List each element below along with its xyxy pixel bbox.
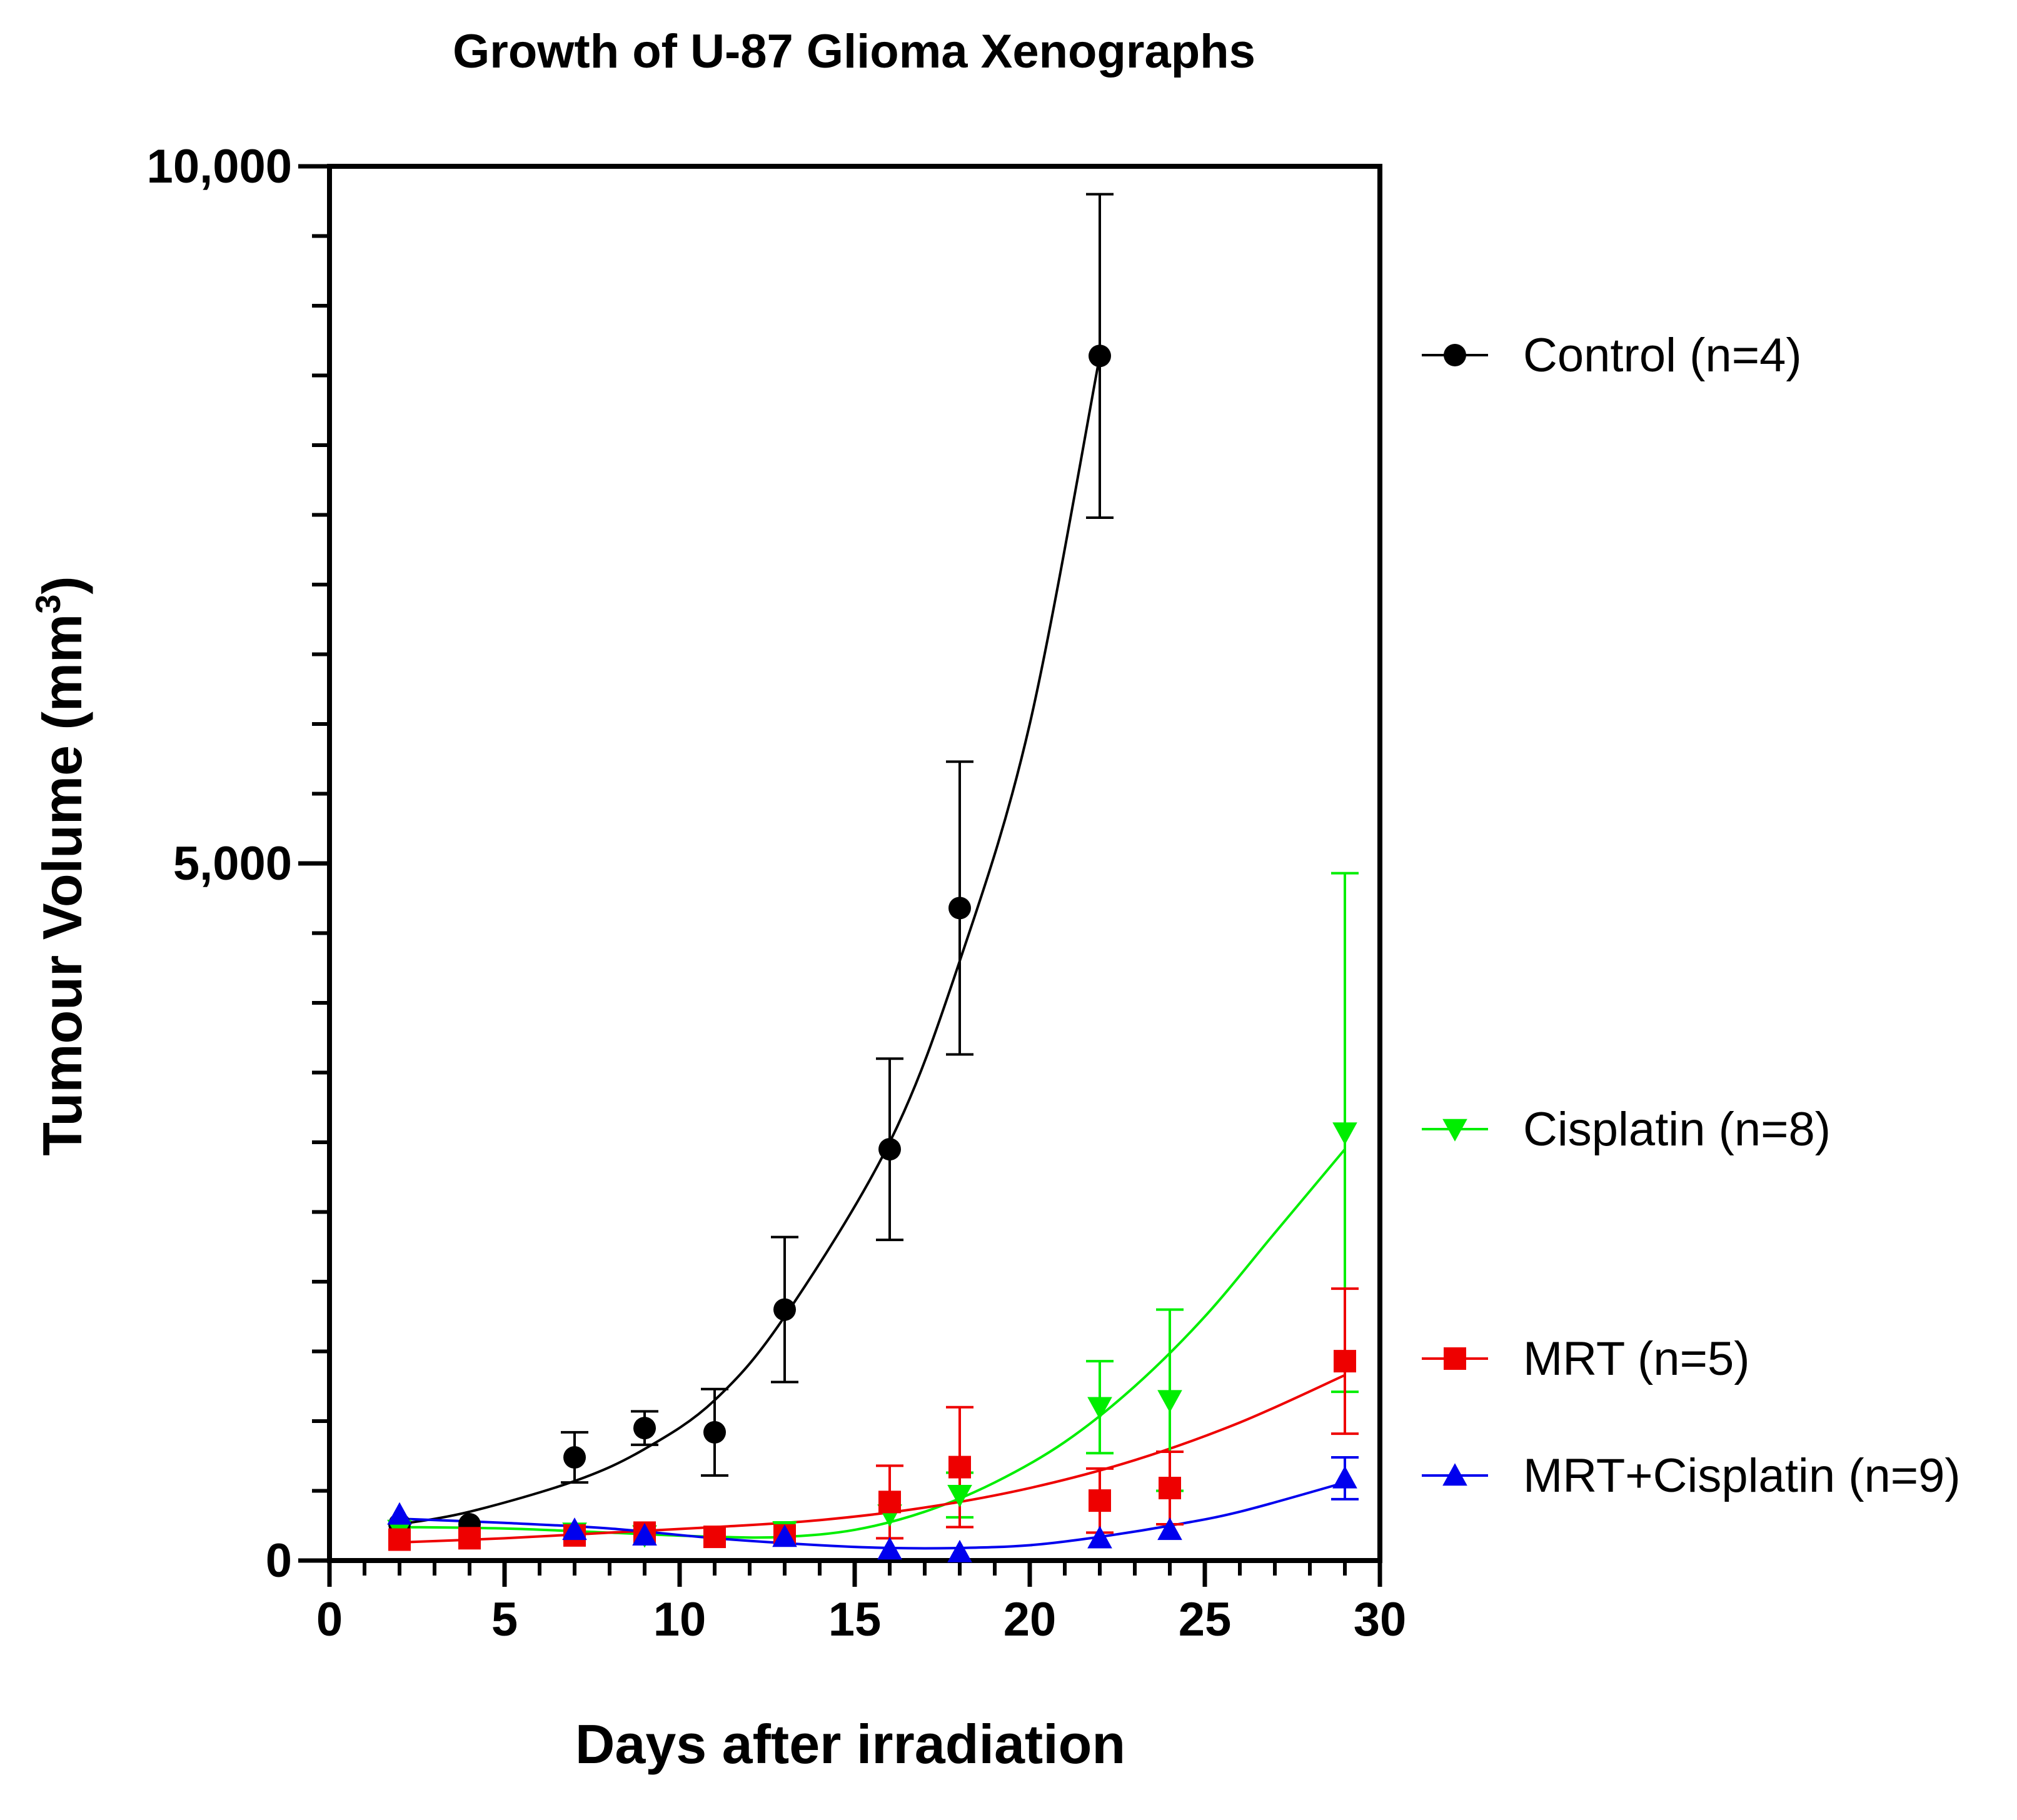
fit-curves [399,355,1346,1550]
x-tick-label: 20 [1003,1593,1057,1646]
legend-label: MRT+Cisplatin (n=9) [1523,1449,1961,1502]
data-markers [387,344,1357,1562]
data-point-mrt-n-5 [458,1527,481,1550]
data-point-mrt-cisplatin-n-9 [1087,1526,1112,1549]
legend: Control (n=4) Cisplatin (n=8) MRT (n=5) MRT… [1422,329,1961,1502]
data-point-mrt-n-5 [878,1491,901,1514]
y-tick-label: 0 [266,1534,292,1587]
data-point-mrt-cisplatin-n-9 [772,1524,797,1547]
chart-title: Growth of U-87 Glioma Xenographs [453,25,1255,78]
data-point-mrt-cisplatin-n-9 [387,1502,412,1525]
y-axis-label-close: ) [31,576,93,594]
data-point-control-n-4 [1089,344,1111,368]
y-axis-label-superscript: 3 [28,595,68,614]
x-tick-label: 15 [828,1593,882,1646]
fit-curve-cisplatin-n-8 [399,1148,1346,1539]
data-point-control-n-4 [563,1445,586,1469]
y-axis-label-main: Tumour Volume (mm [31,614,93,1156]
data-point-control-n-4 [633,1417,656,1440]
data-point-cisplatin-n-8 [1087,1397,1112,1420]
error-bars [561,193,1359,1540]
x-tick-label: 10 [653,1593,707,1646]
legend-marker [1444,344,1466,366]
data-point-mrt-n-5 [1159,1477,1181,1500]
legend-entry-cisplatin-n-8: Cisplatin (n=8) [1422,1103,1831,1156]
data-point-mrt-n-5 [1089,1489,1111,1512]
data-point-cisplatin-n-8 [1332,1122,1357,1145]
y-tick-label: 5,000 [173,837,292,890]
fit-curve-control-n-4 [399,355,1101,1526]
data-point-mrt-cisplatin-n-9 [562,1517,587,1541]
data-point-mrt-n-5 [703,1526,726,1549]
axes: 0 5 10 15 20 25 30 0 5,000 10,000 [147,140,1407,1646]
legend-marker [1444,1347,1466,1370]
x-tick-label: 25 [1179,1593,1232,1646]
plot-frame [327,164,1382,1563]
y-tick-label: 10,000 [147,140,292,193]
legend-entry-mrt-n-5: MRT (n=5) [1422,1332,1750,1385]
data-point-mrt-cisplatin-n-9 [947,1539,972,1562]
data-point-mrt-cisplatin-n-9 [632,1523,657,1546]
data-point-mrt-cisplatin-n-9 [1157,1517,1182,1541]
data-point-mrt-n-5 [388,1528,411,1551]
y-axis-label: Tumour Volume (mm3) [28,576,93,1155]
x-tick-label: 0 [316,1593,343,1646]
x-tick-label: 30 [1354,1593,1407,1646]
legend-entry-mrt-cisplatin-n-9: MRT+Cisplatin (n=9) [1422,1449,1961,1502]
data-point-control-n-4 [773,1298,796,1321]
data-point-control-n-4 [878,1138,901,1161]
legend-label: MRT (n=5) [1523,1332,1750,1385]
data-point-mrt-n-5 [1334,1350,1356,1373]
legend-marker [1442,1119,1467,1142]
data-point-control-n-4 [703,1420,726,1444]
data-point-mrt-n-5 [948,1455,971,1479]
x-tick-label: 5 [491,1593,518,1646]
data-point-mrt-cisplatin-n-9 [1332,1466,1357,1489]
data-point-cisplatin-n-8 [1157,1390,1182,1413]
legend-label: Cisplatin (n=8) [1523,1103,1831,1156]
legend-label: Control (n=4) [1523,329,1802,382]
legend-marker [1442,1463,1467,1486]
legend-entry-control-n-4: Control (n=4) [1422,329,1802,382]
fit-curve-mrt-n-5 [399,1374,1346,1544]
data-point-control-n-4 [948,897,971,920]
x-axis-label: Days after irradiation [575,1713,1125,1775]
data-point-cisplatin-n-8 [947,1484,972,1507]
data-point-mrt-cisplatin-n-9 [877,1537,902,1560]
